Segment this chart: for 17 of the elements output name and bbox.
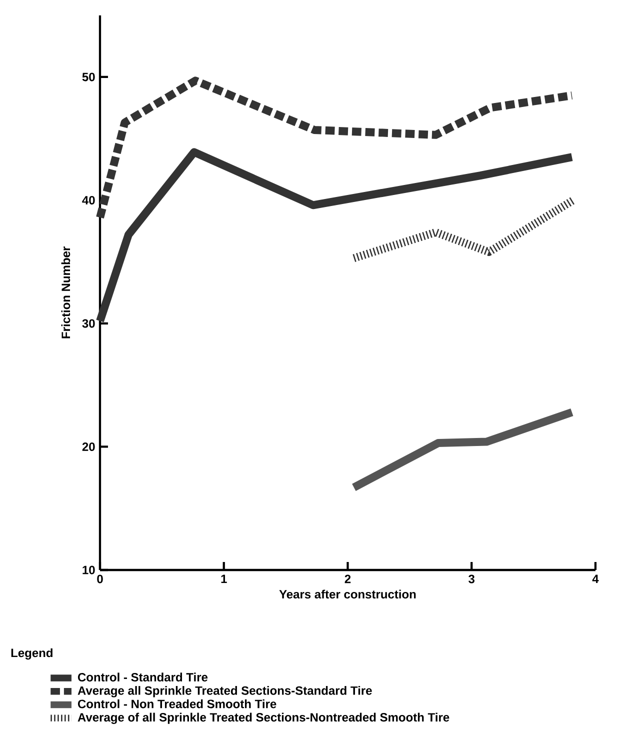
legend-label: Control - Non Treaded Smooth Tire xyxy=(78,699,276,708)
legend-label: Average of all Sprinkle Treated Sections-Nontreaded Smooth Tire xyxy=(78,712,450,724)
y-tick-label: 50 xyxy=(82,72,95,82)
legend-label: Average all Sprinkle Treated Sections-Standard Tire xyxy=(78,686,372,698)
x-axis-title: Years after construction xyxy=(279,590,416,599)
x-tick-label: 2 xyxy=(344,574,351,584)
legend-label: Control - Standard Tire xyxy=(78,672,208,682)
x-tick-label: 1 xyxy=(221,574,227,583)
y-axis-title: Friction Number xyxy=(61,246,70,338)
x-tick-label: 4 xyxy=(592,574,599,583)
x-tick-label: 3 xyxy=(468,574,474,584)
x-tick-label: 0 xyxy=(97,574,103,584)
legend-title: Legend xyxy=(11,648,52,660)
y-tick-label: 40 xyxy=(82,196,95,204)
y-tick-label: 10 xyxy=(82,566,95,574)
y-tick-label: 20 xyxy=(82,442,95,451)
y-tick-label: 30 xyxy=(82,319,95,328)
